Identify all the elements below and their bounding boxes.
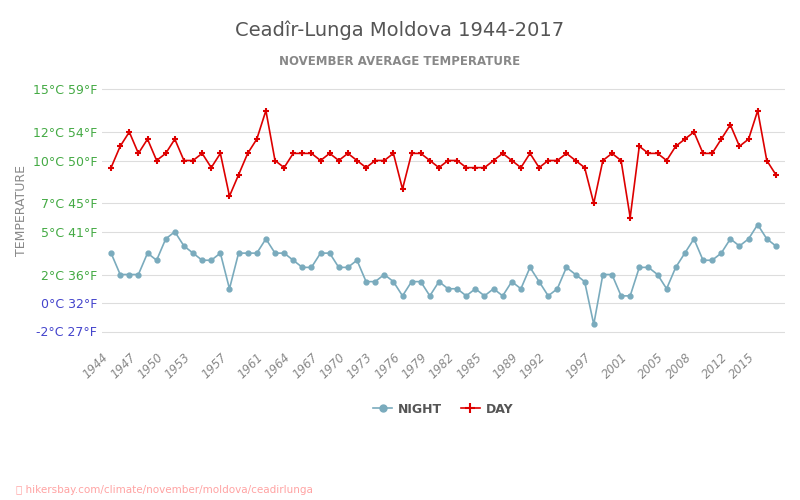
Text: ⦿ hikersbay.com/climate/november/moldova/ceadirlunga: ⦿ hikersbay.com/climate/november/moldova… — [16, 485, 313, 495]
Text: Ceadîr-Lunga Moldova 1944-2017: Ceadîr-Lunga Moldova 1944-2017 — [235, 20, 565, 40]
Y-axis label: TEMPERATURE: TEMPERATURE — [15, 165, 28, 256]
Text: NOVEMBER AVERAGE TEMPERATURE: NOVEMBER AVERAGE TEMPERATURE — [279, 55, 521, 68]
Legend: NIGHT, DAY: NIGHT, DAY — [368, 398, 518, 420]
